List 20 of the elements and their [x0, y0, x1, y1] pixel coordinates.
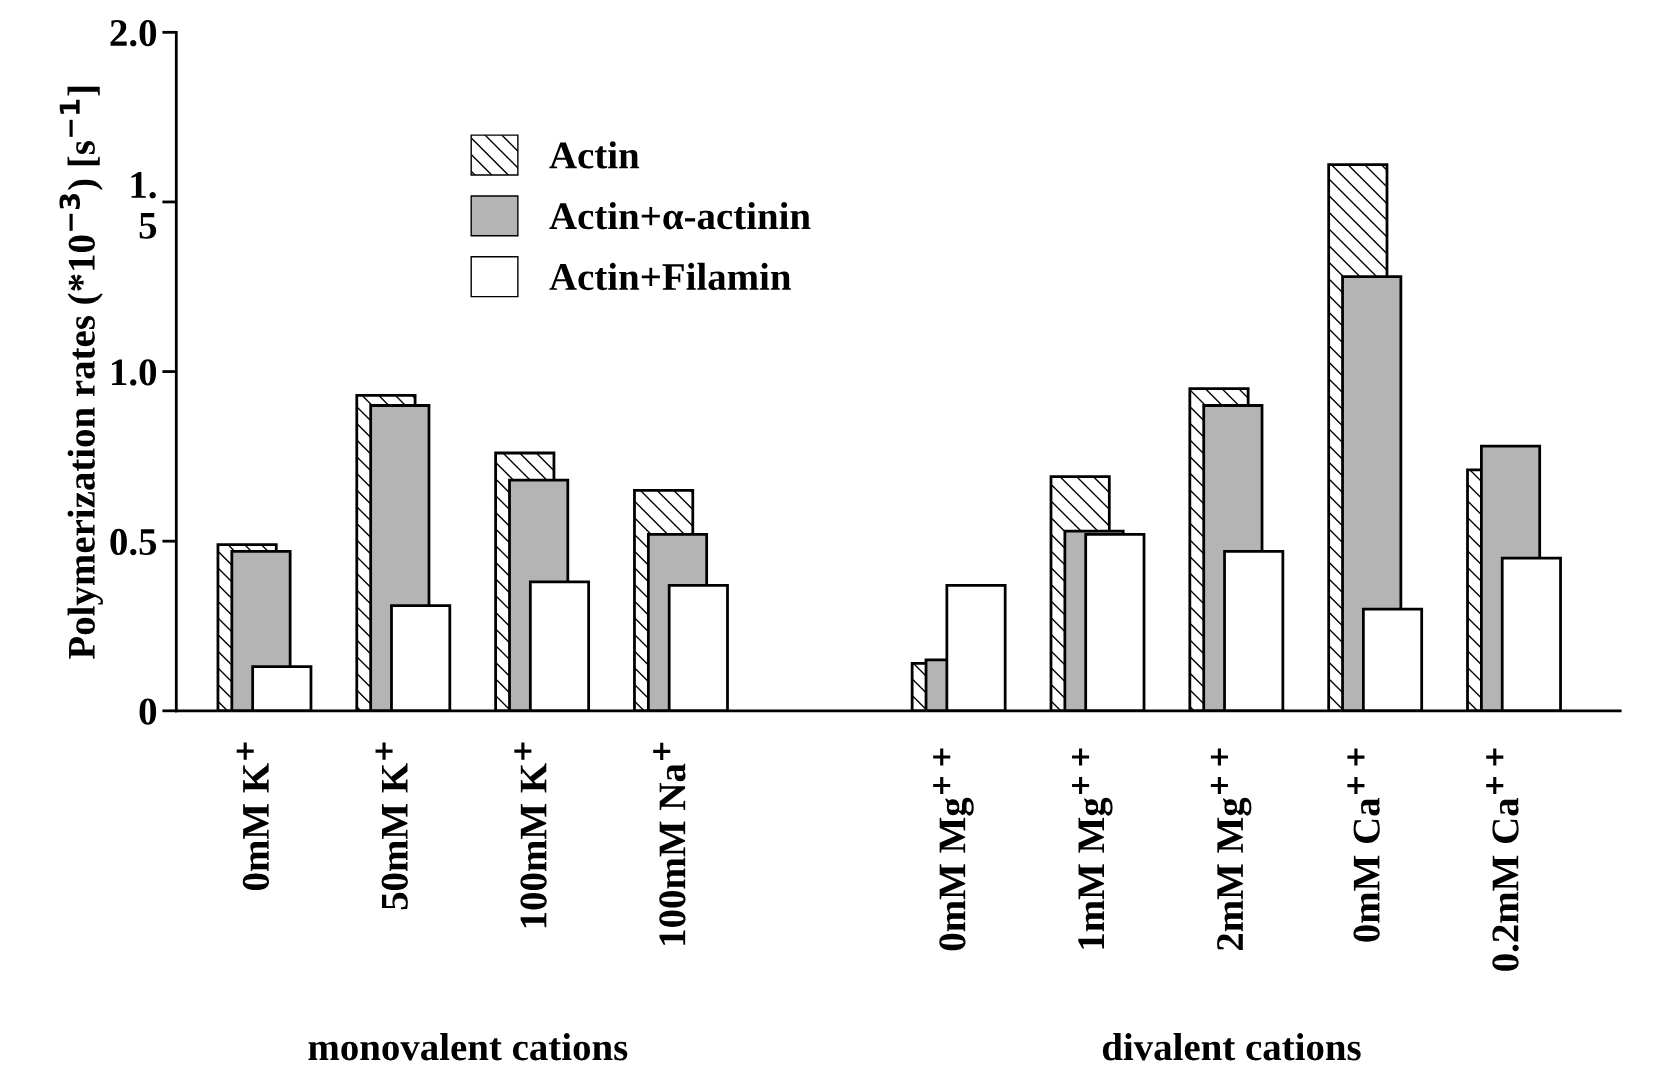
text: monovalent cations	[308, 1033, 628, 1061]
x-tick-label: 0mM Ca$^{++}$	[1347, 748, 1380, 942]
x-tick-label: 0.2mM Ca$^{++}$	[1486, 748, 1519, 971]
y-tick-label: 2.0	[110, 19, 157, 47]
y-tick-label: 1.0	[112, 359, 157, 386]
x-tick-label: 1mM Mg$^{++}$	[1072, 748, 1113, 949]
legend-label: Actin	[549, 141, 640, 169]
legend-label: Actin+Filamin	[549, 262, 791, 291]
x-tick-label: 100mM Na$^{+}$	[653, 742, 686, 945]
text: divalent cations	[1102, 1033, 1361, 1061]
y-tick-label: 0	[139, 698, 157, 725]
y-tick-label: 1. 5	[131, 172, 157, 239]
x-tick-label: 2mM Mg$^{++}$	[1210, 748, 1252, 951]
legend-label: Actin+α-actinin	[549, 202, 811, 230]
y-tick-label: 0.5	[110, 528, 157, 556]
x-tick-label: 100mM K$^{+}$	[514, 742, 547, 928]
x-tick-label: 0mM Mg$^{++}$	[933, 748, 974, 951]
x-tick-label: 50mM K$^{+}$	[375, 742, 408, 910]
x-tick-label: 0mM K$^{+}$	[236, 742, 270, 890]
y-axis-title: Polymerization rates (*10$^{−3}$) [s$^{−1}$]	[59, 86, 103, 659]
